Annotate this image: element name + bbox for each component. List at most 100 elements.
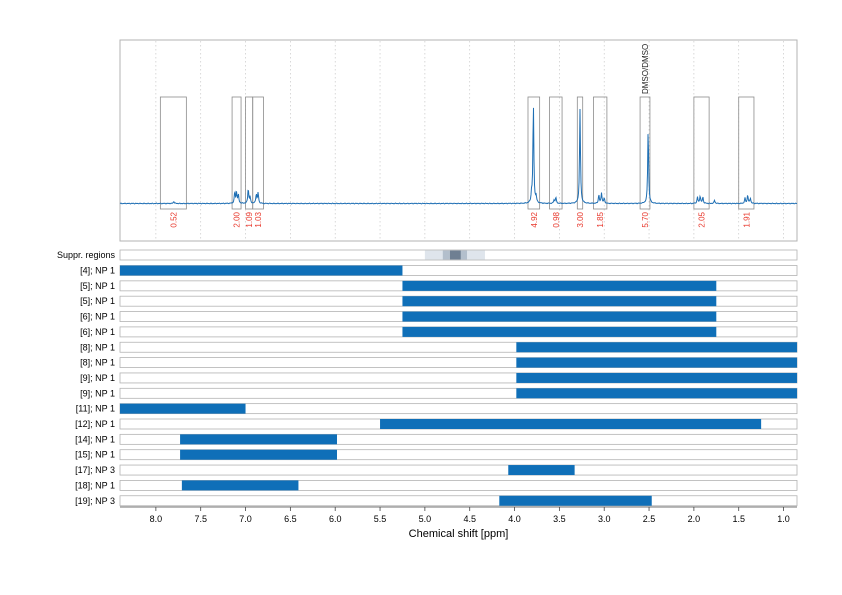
integral-value-8: 5.70 — [641, 211, 650, 227]
integral-value-10: 1.91 — [742, 211, 751, 227]
range-bar-8 — [516, 388, 797, 399]
integral-value-4: 4.92 — [530, 211, 539, 227]
range-bar-11 — [180, 434, 337, 445]
range-row-label-0: [4]; NP 1 — [80, 266, 115, 276]
spectrum-panel: 0.52 2.00 1.09 1.03 4.92 0.98 3.00 1.85 5.70 DMSO… — [119, 39, 798, 242]
range-bar-0 — [120, 265, 403, 276]
range-row-label-5: [8]; NP 1 — [80, 342, 115, 352]
range-row-label-15: [19]; NP 3 — [75, 496, 115, 506]
x-tick-label-8: 4.0 — [508, 514, 521, 524]
range-bar-2 — [402, 296, 717, 307]
range-row-5: [8]; NP 1 — [80, 341, 798, 353]
integral-box-7 — [593, 96, 608, 210]
range-row-label-12: [15]; NP 1 — [75, 450, 115, 460]
range-bar-7 — [516, 372, 797, 383]
range-row-label-6: [8]; NP 1 — [80, 358, 115, 368]
range-row-label-4: [6]; NP 1 — [80, 327, 115, 337]
range-row-label-14: [18]; NP 1 — [75, 480, 115, 490]
range-rows: [4]; NP 1 [5]; NP 1 [5]; NP 1 [6]; NP 1 [6];… — [75, 265, 798, 507]
suppressed-bands — [424, 250, 485, 260]
range-row-13: [17]; NP 3 — [75, 464, 798, 476]
range-row-1: [5]; NP 1 — [80, 280, 798, 292]
range-bar-14 — [181, 480, 299, 491]
x-tick-label-4: 6.0 — [329, 514, 342, 524]
spectrum-line — [119, 107, 798, 205]
x-tick-label-11: 2.5 — [643, 514, 656, 524]
x-tick-label-10: 3.0 — [598, 514, 611, 524]
range-row-6: [8]; NP 1 — [80, 357, 798, 369]
range-row-track-12 — [119, 449, 798, 461]
integral-box-10 — [738, 96, 755, 210]
x-tick-label-9: 3.5 — [553, 514, 566, 524]
range-row-track-11 — [119, 433, 798, 445]
range-bar-6 — [516, 357, 797, 368]
spectrum-frame — [119, 39, 798, 242]
x-tick-label-6: 5.0 — [419, 514, 432, 524]
integral-box-3 — [252, 96, 264, 210]
range-row-label-13: [17]; NP 3 — [75, 465, 115, 475]
range-row-4: [6]; NP 1 — [80, 326, 798, 338]
integral-value-2: 1.09 — [245, 211, 254, 227]
integral-box-0 — [159, 96, 187, 210]
integral-box-2 — [245, 96, 254, 210]
range-bar-9 — [120, 403, 246, 414]
range-bar-4 — [402, 326, 717, 337]
range-row-0: [4]; NP 1 — [80, 265, 798, 276]
range-row-label-8: [9]; NP 1 — [80, 388, 115, 398]
range-row-12: [15]; NP 1 — [75, 449, 798, 461]
range-row-15: [19]; NP 3 — [75, 495, 798, 507]
x-tick-label-0: 8.0 — [150, 514, 163, 524]
integral-value-3: 1.03 — [254, 211, 263, 227]
x-axis: 8.0 7.5 7.0 6.5 6.0 5.5 5.0 4.5 4.0 3.5 3.0 2.5 2.0 1… — [120, 506, 797, 524]
suppressed-band-2 — [449, 250, 461, 260]
x-tick-label-14: 1.0 — [777, 514, 790, 524]
range-row-label-2: [5]; NP 1 — [80, 296, 115, 306]
grid-lines — [155, 41, 784, 240]
x-tick-label-13: 1.5 — [732, 514, 745, 524]
range-row-label-10: [12]; NP 1 — [75, 419, 115, 429]
range-row-10: [12]; NP 1 — [75, 418, 798, 430]
integral-value-1: 2.00 — [233, 211, 242, 227]
range-row-track-15 — [119, 495, 798, 507]
integral-value-5: 0.98 — [552, 211, 561, 227]
range-bar-13 — [508, 465, 575, 476]
peak-annotation-8: DMSO/DMSO — [641, 44, 650, 94]
x-tick-label-5: 5.5 — [374, 514, 387, 524]
range-row-track-14 — [119, 479, 798, 491]
integral-value-0: 0.52 — [169, 211, 178, 227]
integral-box-9 — [693, 96, 710, 210]
x-tick-label-12: 2.0 — [688, 514, 701, 524]
range-row-label-7: [9]; NP 1 — [80, 373, 115, 383]
integral-box-1 — [231, 96, 242, 210]
range-row-label-11: [14]; NP 1 — [75, 434, 115, 444]
range-bar-3 — [402, 311, 717, 322]
integral-labels: 0.52 2.00 1.09 1.03 4.92 0.98 3.00 1.85 5.70 DMSO… — [169, 44, 751, 228]
suppressed-regions-label: Suppr. regions — [57, 250, 116, 260]
integral-box-5 — [549, 96, 563, 210]
integral-value-7: 1.85 — [596, 211, 605, 227]
range-row-9: [11]; NP 1 — [76, 403, 798, 415]
range-bar-5 — [516, 342, 797, 353]
range-row-3: [6]; NP 1 — [80, 311, 798, 322]
range-row-label-3: [6]; NP 1 — [80, 312, 115, 322]
x-axis-title: Chemical shift [ppm] — [409, 528, 509, 540]
integral-value-6: 3.00 — [576, 211, 585, 227]
range-row-2: [5]; NP 1 — [80, 295, 798, 307]
integral-value-9: 2.05 — [698, 211, 707, 227]
range-row-label-9: [11]; NP 1 — [76, 404, 115, 414]
range-bar-12 — [180, 449, 337, 460]
x-tick-label-3: 6.5 — [284, 514, 297, 524]
range-row-14: [18]; NP 1 — [75, 479, 798, 491]
range-row-11: [14]; NP 1 — [75, 433, 798, 445]
x-tick-label-2: 7.0 — [239, 514, 252, 524]
range-bar-1 — [402, 280, 717, 291]
range-row-track-13 — [119, 464, 798, 476]
range-bar-15 — [499, 495, 652, 506]
range-row-8: [9]; NP 1 — [80, 387, 798, 399]
range-row-label-1: [5]; NP 1 — [80, 281, 115, 291]
x-tick-label-1: 7.5 — [194, 514, 207, 524]
range-row-7: [9]; NP 1 — [80, 372, 798, 384]
range-bar-10 — [380, 419, 762, 429]
integral-box-4 — [527, 96, 541, 210]
